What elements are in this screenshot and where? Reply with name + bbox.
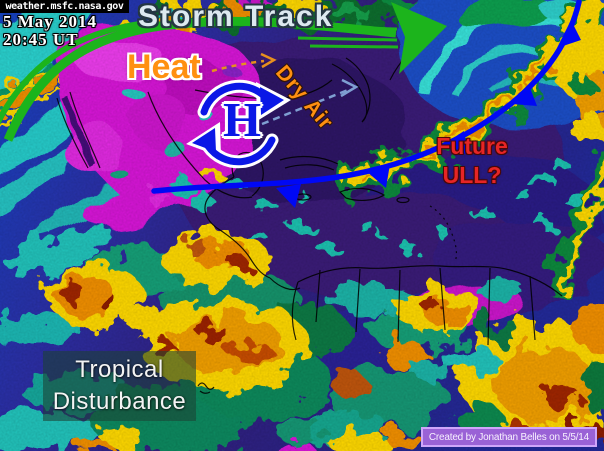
- cold-front-icon: [151, 0, 582, 208]
- future-ull-label: Future ULL?: [420, 132, 524, 190]
- source-url-bar: weather.msfc.nasa.gov: [0, 0, 129, 13]
- tropical-line1: Tropical: [75, 356, 164, 383]
- heat-flow-dashed-arrow-icon: [211, 52, 277, 73]
- credit-badge: Created by Jonathan Belles on 5/5/14: [420, 427, 597, 447]
- timestamp: 5 May 2014 20:45 UT: [3, 13, 97, 49]
- future-ull-line2: ULL?: [442, 162, 502, 188]
- map-title: Storm Track: [138, 0, 334, 33]
- dry-air-dashed-arrow-icon: [261, 78, 359, 126]
- source-url-text: weather.msfc.nasa.gov: [5, 1, 124, 12]
- future-ull-line1: Future: [436, 133, 508, 159]
- storm-track-arrow-icon: [0, 2, 447, 142]
- anticyclone-rotation-icon: [186, 79, 291, 169]
- cold-front-line: [151, 0, 582, 194]
- tropical-disturbance-callout: Tropical Disturbance: [43, 351, 196, 421]
- high-pressure-symbol: H: [222, 92, 262, 147]
- heat-label: Heat: [127, 48, 201, 86]
- credit-text: Created by Jonathan Belles on 5/5/14: [428, 431, 589, 443]
- tropical-line2: Disturbance: [52, 388, 187, 415]
- date-text: 5 May 2014: [3, 12, 98, 31]
- time-text: 20:45 UT: [3, 30, 79, 49]
- storm-track-arrowhead: [391, 2, 447, 74]
